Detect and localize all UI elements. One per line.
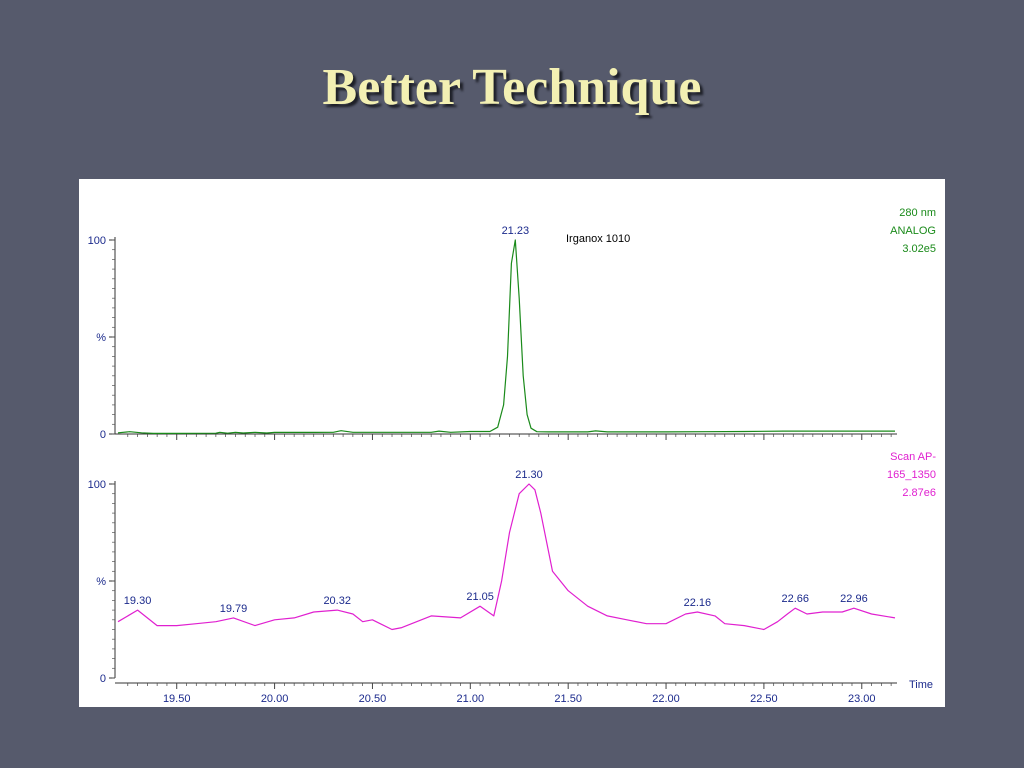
y-tick-label: 0	[100, 673, 106, 685]
y-tick-label: 100	[88, 235, 106, 247]
peak-label: 21.23	[502, 225, 530, 237]
x-tick-label: 20.50	[359, 693, 387, 705]
channel-label: ANALOG	[890, 225, 936, 237]
x-tick-label: 21.50	[554, 693, 582, 705]
series-line	[117, 239, 895, 434]
x-tick-label: 23.00	[848, 693, 876, 705]
peak-label: 22.96	[840, 593, 868, 605]
peak-label: 22.66	[781, 593, 809, 605]
slide-title: Better Technique	[322, 59, 702, 116]
chromatogram-panel: 100% 0 21.23 280 nm ANALOG 3.02e5 Irganox 1010…	[79, 179, 945, 707]
x-tick-label: 20.00	[261, 693, 289, 705]
channel-label: 165_1350	[887, 469, 936, 481]
peak-label: 19.79	[220, 603, 248, 615]
channel-label: 2.87e6	[902, 487, 936, 499]
channel-label: Scan AP-	[890, 451, 936, 463]
peak-label: 21.05	[466, 591, 494, 603]
x-tick-label: 22.00	[652, 693, 680, 705]
peak-label: 22.16	[684, 597, 712, 609]
x-tick-label: 19.50	[163, 693, 191, 705]
channel-label: 3.02e5	[902, 243, 936, 255]
peak-label: 21.30	[515, 469, 543, 481]
compound-annotation: Irganox 1010	[566, 233, 630, 245]
x-axis-label: Time	[909, 679, 933, 691]
chromatogram-chart: 100% 0 21.23 280 nm ANALOG 3.02e5 Irganox 1010…	[88, 207, 937, 705]
y-tick-label: %	[96, 332, 106, 344]
channel-label: 280 nm	[899, 207, 936, 219]
x-tick-label: 22.50	[750, 693, 778, 705]
y-tick-label: 0	[100, 429, 106, 441]
y-tick-label: 100	[88, 479, 106, 491]
x-tick-label: 21.00	[457, 693, 485, 705]
ms-trace-panel: 100% 0 19.50 20.00 20.50 21.00 21.50 22.00 22.50…	[88, 451, 937, 705]
peak-label: 20.32	[323, 595, 351, 607]
uv-trace-panel: 100% 0 21.23 280 nm ANALOG 3.02e5 Irganox 1010	[88, 207, 936, 441]
y-tick-label: %	[96, 576, 106, 588]
series-line	[117, 483, 896, 631]
peak-label: 19.30	[124, 595, 152, 607]
